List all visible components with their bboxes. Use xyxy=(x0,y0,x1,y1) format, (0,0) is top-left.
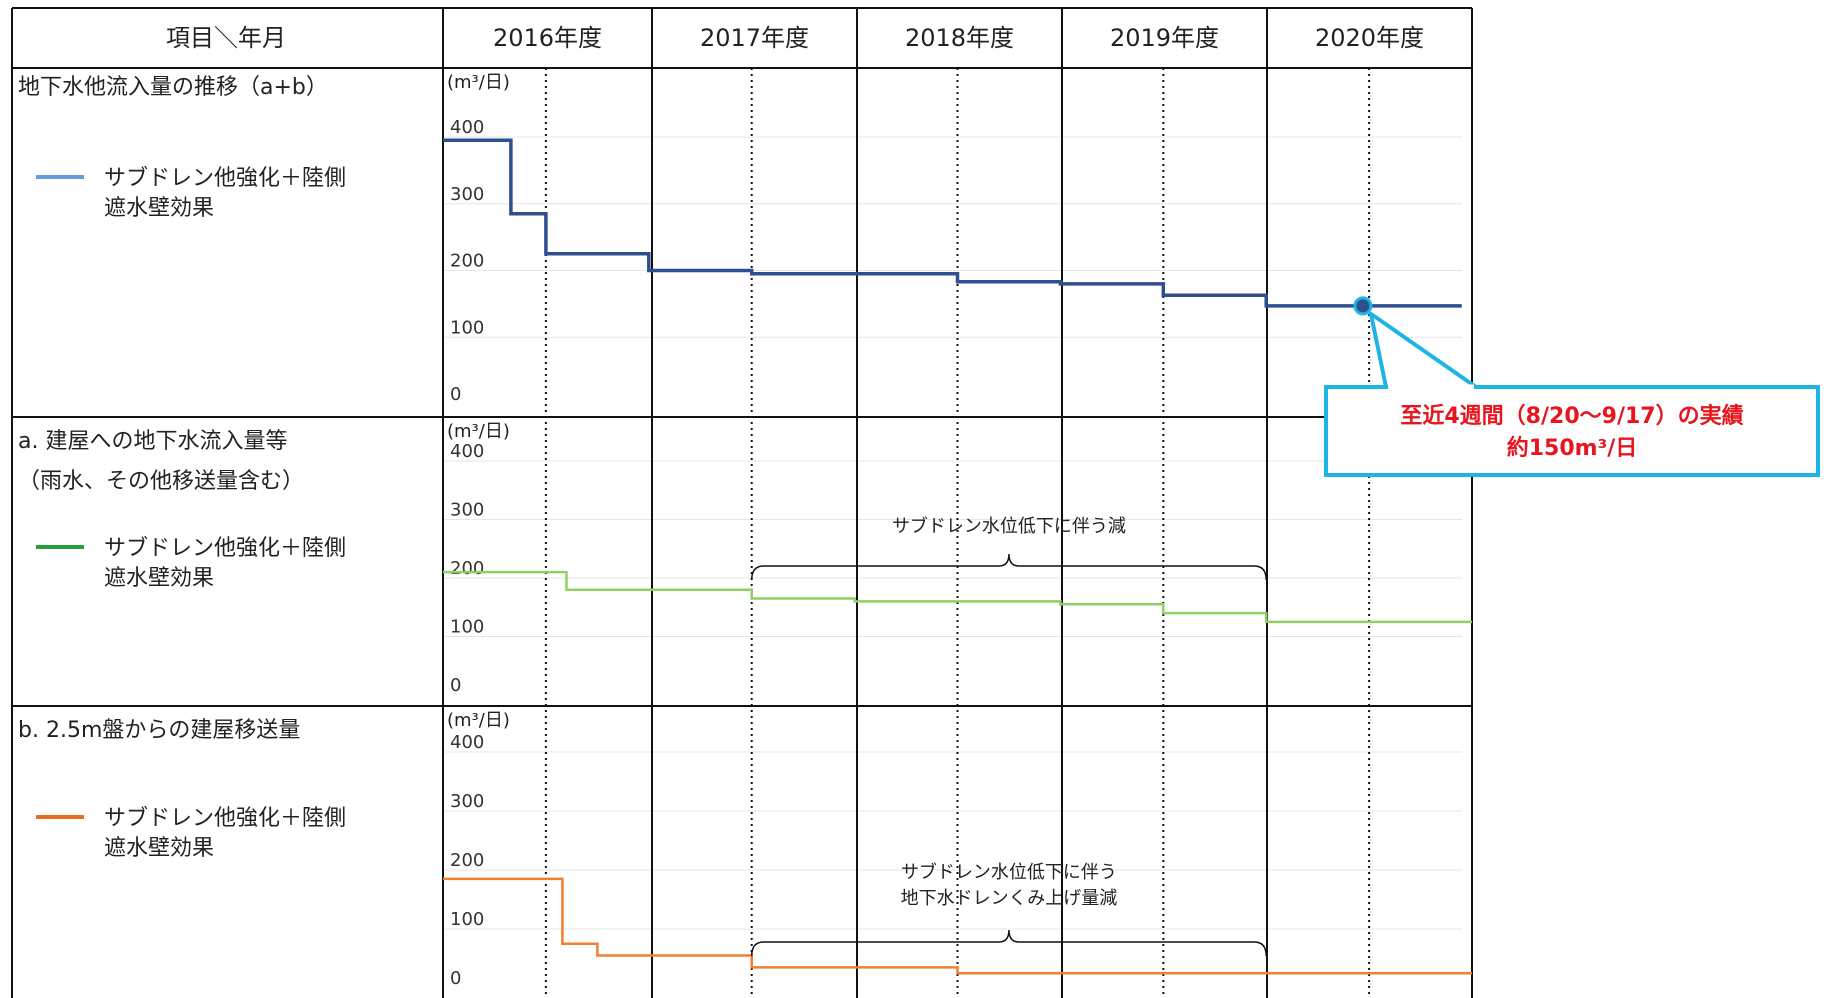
callout-text-line2: 約150m³/日 xyxy=(1507,435,1638,461)
y-tick-label: 200 xyxy=(450,558,484,579)
callout-pointer xyxy=(1368,311,1478,389)
legend-label-3-line1: サブドレン他強化＋陸側 xyxy=(104,806,346,831)
year-header-3: 2018年度 xyxy=(905,24,1014,52)
year-header-5: 2020年度 xyxy=(1315,24,1424,52)
series-line-1 xyxy=(443,138,1462,308)
y-unit-label-3: (m³/日) xyxy=(447,710,510,731)
y-tick-label: 100 xyxy=(450,909,484,930)
header-row: 項目＼年月 2016年度 2017年度 2018年度 2019年度 2020年度 xyxy=(166,24,1424,52)
axis-labels: (m³/日)0100200300400(m³/日)0100200300400(m… xyxy=(447,72,510,989)
series-lines xyxy=(443,138,1472,975)
table-structure xyxy=(11,7,1473,998)
year-header-2: 2017年度 xyxy=(700,24,809,52)
annotation-brace-2 xyxy=(750,553,1267,581)
y-unit-label-1: (m³/日) xyxy=(447,72,510,93)
y-unit-label-2: (m³/日) xyxy=(447,421,510,442)
legend-label-1-line2: 遮水壁効果 xyxy=(104,196,214,221)
y-tick-label: 400 xyxy=(450,732,484,753)
panel-title-3: b. 2.5m盤からの建屋移送量 xyxy=(18,718,300,743)
year-header-4: 2019年度 xyxy=(1110,24,1219,52)
highlight-point-marker xyxy=(1353,296,1373,316)
y-tick-label: 100 xyxy=(450,617,484,638)
header-corner-label: 項目＼年月 xyxy=(166,24,286,52)
year-labels: 2016年度 2017年度 2018年度 2019年度 2020年度 xyxy=(493,24,1424,52)
y-tick-label: 300 xyxy=(450,791,484,812)
year-header-1: 2016年度 xyxy=(493,24,602,52)
annotation-text-3-line2: 地下水ドレンくみ上げ量減 xyxy=(901,888,1118,909)
panel-title-1: 地下水他流入量の推移（a+b） xyxy=(18,75,328,100)
y-tick-label: 300 xyxy=(450,500,484,521)
callout-box xyxy=(1324,385,1820,477)
y-tick-label: 200 xyxy=(450,850,484,871)
panel-subtitle-2: （雨水、その他移送量含む） xyxy=(18,469,304,494)
y-tick-label: 0 xyxy=(450,968,461,989)
legend-label-3-line2: 遮水壁効果 xyxy=(104,836,214,861)
annotation-text-2: サブドレン水位低下に伴う減 xyxy=(892,515,1126,537)
y-tick-label: 100 xyxy=(450,317,484,338)
y-tick-label: 200 xyxy=(450,251,484,272)
series-line-2 xyxy=(443,570,1472,624)
y-tick-label: 400 xyxy=(450,441,484,462)
y-tick-label: 0 xyxy=(450,675,461,696)
legend-label-1-line1: サブドレン他強化＋陸側 xyxy=(104,166,346,191)
annotation-brace-3 xyxy=(750,929,1267,957)
y-tick-label: 0 xyxy=(450,384,461,405)
legend-label-2-line1: サブドレン他強化＋陸側 xyxy=(104,536,346,561)
y-tick-label: 300 xyxy=(450,184,484,205)
panel-title-2: a. 建屋への地下水流入量等 xyxy=(18,429,287,454)
series-line-3 xyxy=(443,877,1472,975)
y-tick-label: 400 xyxy=(450,117,484,138)
annotation-text-3-line1: サブドレン水位低下に伴う xyxy=(901,861,1117,883)
callout-text-line1: 至近4週間（8/20〜9/17）の実績 xyxy=(1400,403,1743,429)
legend-label-2-line2: 遮水壁効果 xyxy=(104,566,214,591)
